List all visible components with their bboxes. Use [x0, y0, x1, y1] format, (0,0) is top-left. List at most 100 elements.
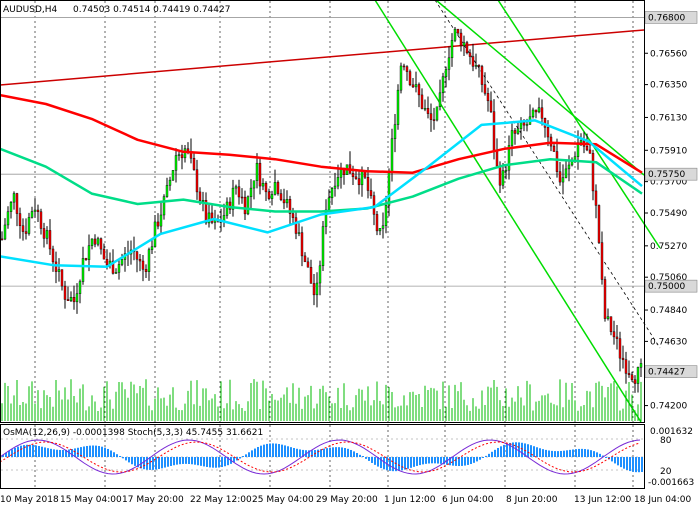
moving-average-line: [0, 119, 643, 268]
candle-body: [630, 374, 634, 380]
stoch-main-line: [0, 439, 641, 475]
candle-body: [618, 338, 622, 359]
osma-bar: [185, 457, 187, 464]
osma-bar: [224, 457, 226, 467]
candle-body: [495, 150, 499, 167]
candle-body: [36, 209, 40, 212]
osma-bar: [380, 457, 382, 469]
candle-body: [384, 205, 388, 226]
osma-bar: [104, 447, 106, 457]
osma-bar: [161, 457, 163, 469]
osma-bar: [143, 457, 145, 470]
osma-bar: [509, 442, 511, 457]
candle-body: [321, 226, 325, 267]
osma-bar: [260, 445, 262, 457]
osma-bar: [113, 452, 115, 457]
osma-bar: [470, 457, 472, 465]
candle-body: [420, 94, 424, 109]
osma-bar: [494, 449, 496, 457]
osma-bar: [86, 445, 88, 457]
candle-body: [297, 232, 301, 234]
price-labels: 0.76800 0.75750 0.75000 0.74427: [644, 11, 698, 378]
time-axis-label: 10 May 2018: [0, 495, 59, 505]
candle-body: [120, 259, 124, 265]
osma-bar: [269, 443, 271, 457]
osma-bar: [158, 457, 160, 470]
candle-body: [27, 217, 31, 234]
candle-body: [366, 177, 370, 191]
osma-bar: [482, 457, 484, 458]
candle-body: [96, 238, 100, 245]
osma-bar: [500, 446, 502, 457]
osma-bar: [422, 457, 424, 465]
osma-bar: [248, 452, 250, 457]
candle-body: [594, 190, 598, 206]
osma-bar: [47, 448, 49, 457]
time-axis-label: 25 May 04:00: [252, 495, 314, 505]
osma-bar: [374, 457, 376, 465]
osma-bar: [116, 454, 118, 457]
trend-lines: [0, 0, 661, 423]
candle-body: [390, 138, 394, 173]
candle-body: [471, 56, 475, 67]
price-label-text: 0.75750: [648, 170, 685, 180]
osma-bar: [284, 445, 286, 457]
osma-bar: [521, 442, 523, 457]
candle-body: [159, 214, 163, 227]
candle-body: [276, 182, 280, 194]
osma-bar: [419, 457, 421, 466]
candle-body: [561, 177, 565, 183]
candle-body: [294, 217, 298, 234]
osma-bar: [398, 457, 400, 471]
osma-bar: [98, 446, 100, 457]
osma-bar: [326, 448, 328, 457]
candle-body: [66, 299, 70, 301]
candle-body: [624, 359, 628, 374]
osma-bar: [488, 453, 490, 457]
candle-body: [162, 196, 166, 216]
osma-bar: [347, 448, 349, 457]
candle-body: [81, 258, 85, 282]
candle-body: [54, 261, 58, 272]
osma-bar: [638, 457, 640, 473]
osma-bar: [620, 457, 622, 468]
candles: [0, 26, 643, 393]
time-axis-label: 15 May 04:00: [60, 495, 122, 505]
moving-average-line: [0, 93, 643, 174]
candle-body: [501, 170, 505, 186]
osma-bar: [590, 450, 592, 457]
indicator-axis-max: 0.001632: [650, 427, 693, 437]
osma-bar: [557, 451, 559, 457]
candle-body: [171, 170, 175, 181]
osma-bar: [551, 450, 553, 457]
osma-bar: [212, 457, 214, 468]
osma-bar: [182, 457, 184, 464]
osma-bar: [140, 457, 142, 469]
candle-body: [258, 162, 262, 187]
osma-bar: [545, 449, 547, 457]
osma-bar: [311, 450, 313, 457]
osma-bar: [257, 446, 259, 457]
osma-bar: [11, 449, 13, 457]
candle-body: [282, 199, 286, 204]
osma-bar: [272, 443, 274, 457]
candle-body: [447, 57, 451, 70]
osma-bar: [29, 444, 31, 457]
candle-body: [369, 190, 373, 196]
osma-bar: [464, 457, 466, 466]
osma-bar: [593, 451, 595, 457]
trend-line: [435, 0, 645, 176]
osma-bar: [596, 452, 598, 457]
price-label-text: 0.75000: [648, 282, 685, 292]
osma-bar: [194, 457, 196, 465]
candle-body: [225, 201, 229, 216]
osma-bar: [206, 457, 208, 467]
candle-body: [78, 281, 82, 294]
candle-body: [360, 170, 364, 186]
osma-bar: [299, 449, 301, 457]
price-axis-label: 0.75270: [650, 242, 687, 252]
osma-bar: [368, 457, 370, 461]
osma-bar: [440, 457, 442, 464]
osma-bar: [587, 449, 589, 457]
osma-bar: [167, 457, 169, 467]
